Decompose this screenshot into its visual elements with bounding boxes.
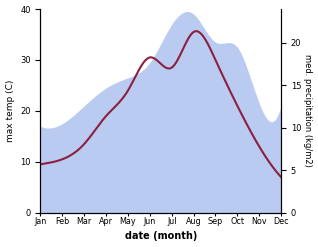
Y-axis label: max temp (C): max temp (C) <box>5 80 15 142</box>
Y-axis label: med. precipitation (kg/m2): med. precipitation (kg/m2) <box>303 54 313 167</box>
X-axis label: date (month): date (month) <box>125 231 197 242</box>
